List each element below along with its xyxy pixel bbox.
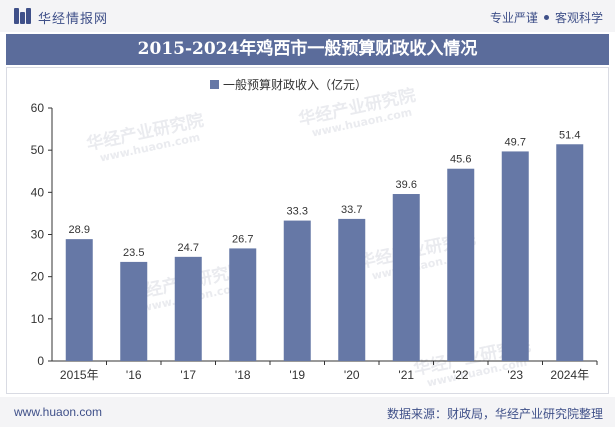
x-tick-label: '16 — [126, 368, 142, 382]
chart-legend: 一般预算财政收入（亿元） — [210, 76, 367, 93]
legend-label: 一般预算财政收入（亿元） — [223, 78, 368, 92]
bar — [174, 256, 202, 361]
data-label: 26.7 — [232, 233, 253, 245]
x-tick-label: '21 — [398, 368, 414, 382]
y-tick-label: 60 — [31, 101, 45, 115]
bar — [392, 194, 420, 361]
tagline-right: 客观科学 — [554, 11, 603, 25]
y-tick-label: 10 — [31, 312, 45, 326]
x-tick-label: '18 — [235, 368, 251, 382]
tagline-left: 专业严谨 — [489, 11, 538, 25]
x-tick-label: '19 — [289, 368, 305, 382]
x-tick-label: '22 — [453, 368, 469, 382]
bar — [447, 168, 475, 361]
y-tick-label: 40 — [31, 185, 45, 199]
data-label: 33.3 — [287, 206, 308, 218]
x-tick-label: 2015年 — [60, 368, 99, 382]
title-band: 2015-2024年鸡西市一般预算财政收入情况 — [6, 34, 609, 65]
y-tick-label: 50 — [31, 143, 45, 157]
header-bar: 华经情报网 专业严谨 客观科学 — [0, 0, 615, 32]
bar — [501, 151, 529, 361]
data-label: 33.7 — [341, 204, 362, 216]
data-label: 45.6 — [450, 154, 471, 166]
legend-swatch — [210, 80, 219, 89]
data-label: 51.4 — [559, 129, 580, 141]
bullet-dot-icon — [543, 15, 549, 20]
x-tick-label: '23 — [507, 368, 523, 382]
footer-bar: www.huaon.com 数据来源：财政局，华经产业研究院整理 — [0, 397, 615, 427]
bar — [120, 261, 148, 361]
tagline: 专业严谨 客观科学 — [490, 9, 603, 26]
bars — [65, 144, 584, 361]
bar — [283, 220, 311, 361]
x-tick-label: 2024年 — [550, 368, 589, 382]
data-label: 28.9 — [69, 224, 90, 236]
y-tick-label: 30 — [31, 228, 45, 242]
bar — [338, 218, 366, 361]
chart-title: 2015-2024年鸡西市一般预算财政收入情况 — [137, 39, 478, 59]
footer-url: www.huaon.com — [14, 405, 103, 419]
data-label: 49.7 — [505, 136, 526, 148]
data-labels: 28.9 23.5 24.7 26.7 33.3 33.7 39.6 45.6 49.7 51.4 — [69, 129, 581, 259]
x-tick-label: '17 — [180, 368, 196, 382]
axes: 0 10 20 30 40 50 60 2015年 '16 '17 '18 '19 '20 '21 '22 '… — [31, 101, 598, 382]
data-label: 23.5 — [123, 247, 144, 259]
y-tick-label: 20 — [31, 270, 45, 284]
bar — [556, 144, 584, 361]
y-tick-label: 0 — [37, 354, 44, 368]
data-label: 39.6 — [396, 179, 417, 191]
bar — [65, 239, 93, 361]
chart-panel — [6, 67, 609, 394]
footer-source: 数据来源：财政局，华经产业研究院整理 — [386, 407, 603, 421]
bar — [229, 248, 257, 361]
site-name: 华经情报网 — [38, 11, 109, 26]
x-tick-label: '20 — [344, 368, 360, 382]
logo-icon — [14, 8, 32, 24]
data-label: 24.7 — [178, 242, 199, 254]
